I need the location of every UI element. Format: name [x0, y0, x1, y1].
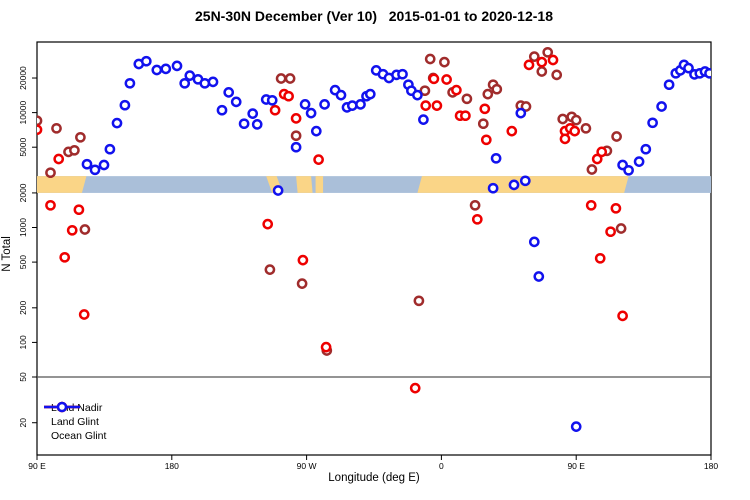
- svg-text:10000: 10000: [18, 101, 28, 125]
- legend-label: Land Glint: [51, 416, 99, 428]
- svg-text:90 E: 90 E: [567, 461, 585, 471]
- svg-text:90 W: 90 W: [297, 461, 317, 471]
- svg-text:180: 180: [704, 461, 718, 471]
- legend-item-ocean-glint: Ocean Glint: [43, 401, 107, 443]
- legend-item-land-glint: Land Glint: [43, 401, 106, 429]
- svg-text:2000: 2000: [18, 183, 28, 202]
- svg-text:100: 100: [18, 335, 28, 349]
- svg-text:200: 200: [18, 300, 28, 314]
- svg-text:90 E: 90 E: [28, 461, 46, 471]
- legend-label: Ocean Glint: [51, 430, 107, 442]
- ocean-glint-symbol-icon: [44, 401, 80, 413]
- svg-text:5000: 5000: [18, 137, 28, 156]
- svg-text:0: 0: [439, 461, 444, 471]
- svg-text:20: 20: [18, 418, 28, 428]
- svg-text:1000: 1000: [18, 218, 28, 237]
- svg-text:20000: 20000: [18, 66, 28, 90]
- svg-text:500: 500: [18, 255, 28, 269]
- x-axis-label: Longitude (deg E): [328, 472, 420, 484]
- svg-text:180: 180: [165, 461, 179, 471]
- y-axis-label: N Total: [1, 236, 13, 272]
- legend: Land Nadir Land Glint Ocean Glint: [43, 401, 106, 443]
- chart-title: 25N-30N December (Ver 10) 2015-01-01 to …: [195, 8, 553, 24]
- svg-text:50: 50: [18, 372, 28, 382]
